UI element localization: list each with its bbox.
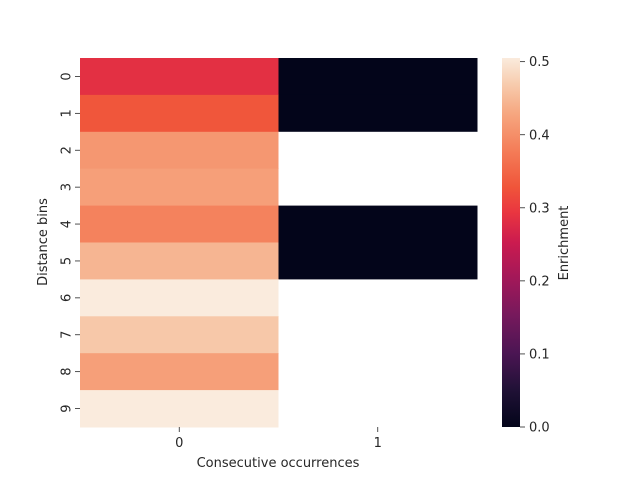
- heatmap-cell-r3-c1: [278, 168, 478, 207]
- heatmap-cell-r6-c0: [80, 279, 279, 317]
- heatmap-cell-r7-c0: [80, 316, 279, 354]
- x-tick-label: 0: [175, 436, 183, 451]
- heatmap-cell-r0-c1: [278, 58, 478, 96]
- heatmap-cell-r8-c0: [80, 353, 279, 391]
- colorbar-gradient: [502, 58, 520, 427]
- heatmap-cell-r7-c1: [278, 316, 478, 354]
- heatmap-cell-r5-c1: [278, 242, 478, 280]
- heatmap-cell-r1-c0: [80, 94, 279, 133]
- y-axis-ticks: 0 1 2 3 4 5 6 7 8 9: [60, 72, 80, 413]
- x-axis-label: Consecutive occurrences: [197, 456, 360, 471]
- heatmap-cell-r6-c1: [278, 279, 478, 317]
- y-tick-label: 1: [60, 109, 75, 117]
- heatmap-cell-r9-c1: [278, 390, 478, 428]
- colorbar-tick-label: 0.1: [529, 347, 550, 362]
- y-tick-label: 8: [60, 368, 75, 376]
- colorbar-ticks: 0.0 0.1 0.2 0.3 0.4 0.5: [520, 55, 550, 436]
- colorbar-tick-label: 0.2: [529, 274, 550, 289]
- y-tick-label: 4: [60, 220, 75, 228]
- heatmap-cell-r4-c0: [80, 205, 279, 243]
- y-tick-label: 5: [60, 257, 75, 265]
- colorbar-tick-label: 0.0: [529, 421, 550, 436]
- heatmap-cell-r0-c0: [80, 58, 279, 96]
- y-tick-label: 2: [60, 146, 75, 154]
- heatmap-cells: [80, 58, 478, 428]
- colorbar-tick-label: 0.5: [529, 55, 550, 70]
- y-tick-label: 7: [60, 331, 75, 339]
- y-tick-label: 9: [60, 404, 75, 412]
- heatmap-cell-r2-c0: [80, 131, 279, 170]
- y-tick-label: 6: [60, 294, 75, 302]
- heatmap-cell-r8-c1: [278, 353, 478, 391]
- x-tick-label: 1: [374, 436, 382, 451]
- heatmap-cell-r3-c0: [80, 168, 279, 207]
- colorbar-tick-label: 0.3: [529, 201, 550, 216]
- y-tick-label: 3: [60, 183, 75, 191]
- heatmap-cell-r4-c1: [278, 205, 478, 243]
- heatmap-cell-r5-c0: [80, 242, 279, 280]
- heatmap-cell-r2-c1: [278, 131, 478, 170]
- heatmap-cell-r9-c0: [80, 390, 279, 428]
- y-tick-label: 0: [60, 72, 75, 80]
- colorbar-label: Enrichment: [557, 206, 572, 281]
- colorbar-tick-label: 0.4: [529, 128, 550, 143]
- colorbar: 0.0 0.1 0.2 0.3 0.4 0.5 Enrichment: [502, 55, 572, 436]
- heatmap-cell-r1-c1: [278, 94, 478, 133]
- y-axis-label: Distance bins: [36, 198, 51, 286]
